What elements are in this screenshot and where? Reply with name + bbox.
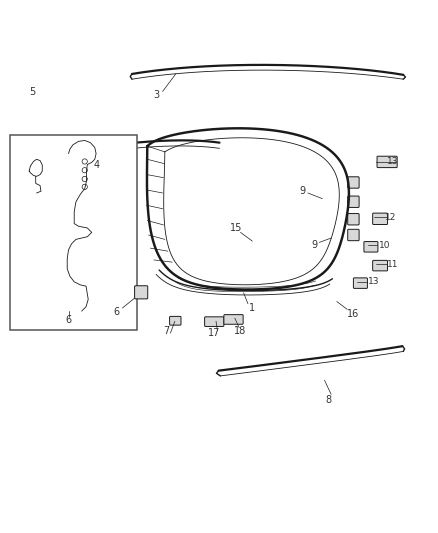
FancyBboxPatch shape bbox=[372, 213, 387, 224]
Text: 12: 12 bbox=[385, 213, 396, 222]
Text: 18: 18 bbox=[234, 326, 246, 336]
FancyBboxPatch shape bbox=[347, 214, 358, 225]
FancyBboxPatch shape bbox=[347, 177, 358, 188]
Text: 15: 15 bbox=[230, 223, 242, 233]
FancyBboxPatch shape bbox=[347, 196, 358, 207]
FancyBboxPatch shape bbox=[169, 317, 180, 325]
FancyBboxPatch shape bbox=[376, 156, 396, 167]
Text: 8: 8 bbox=[325, 395, 331, 405]
Text: 4: 4 bbox=[94, 160, 100, 170]
Text: 13: 13 bbox=[367, 277, 378, 286]
FancyBboxPatch shape bbox=[223, 314, 243, 324]
FancyBboxPatch shape bbox=[347, 229, 358, 241]
FancyBboxPatch shape bbox=[363, 241, 377, 252]
Text: 6: 6 bbox=[65, 315, 71, 325]
Text: 3: 3 bbox=[152, 90, 159, 100]
Text: 1: 1 bbox=[249, 303, 255, 313]
FancyBboxPatch shape bbox=[204, 317, 223, 326]
Text: 5: 5 bbox=[29, 87, 35, 98]
Text: 11: 11 bbox=[386, 260, 398, 269]
FancyBboxPatch shape bbox=[372, 261, 387, 271]
Text: 9: 9 bbox=[299, 186, 305, 196]
Text: 16: 16 bbox=[346, 309, 358, 319]
Text: 13: 13 bbox=[386, 157, 398, 166]
Text: 17: 17 bbox=[208, 328, 220, 338]
Text: 9: 9 bbox=[311, 240, 317, 251]
Bar bbox=[11, 135, 137, 330]
FancyBboxPatch shape bbox=[134, 286, 148, 299]
Text: 10: 10 bbox=[378, 241, 390, 250]
Text: 6: 6 bbox=[113, 308, 120, 318]
Text: 7: 7 bbox=[162, 326, 169, 336]
FancyBboxPatch shape bbox=[353, 278, 367, 288]
